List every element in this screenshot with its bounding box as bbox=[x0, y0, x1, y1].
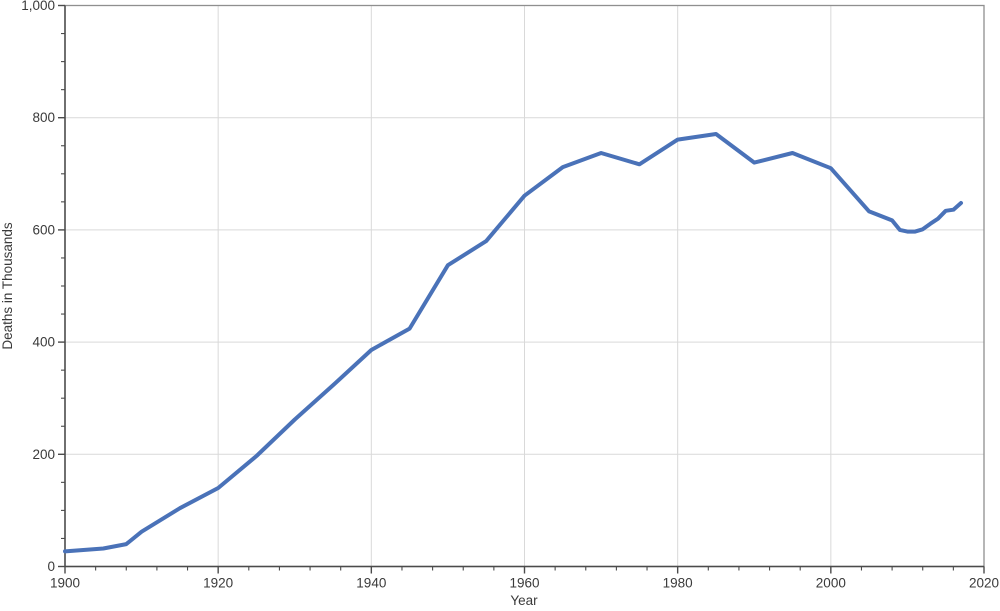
y-tick-label: 0 bbox=[47, 559, 55, 574]
y-tick-label: 1,000 bbox=[21, 0, 55, 13]
x-tick-label: 1920 bbox=[203, 576, 233, 591]
data-series bbox=[63, 132, 963, 554]
x-tick-label: 1980 bbox=[663, 576, 693, 591]
x-axis-title: Year bbox=[510, 593, 538, 608]
x-tick-label: 1900 bbox=[50, 576, 80, 591]
x-tick-label: 1940 bbox=[356, 576, 386, 591]
x-tick-label: 2020 bbox=[969, 576, 999, 591]
gridlines bbox=[65, 5, 984, 567]
x-tick-label: 1960 bbox=[509, 576, 539, 591]
series-line-deaths-in-thousands bbox=[63, 132, 963, 554]
y-tick-label: 200 bbox=[32, 447, 55, 462]
axis-ticks bbox=[58, 4, 985, 574]
y-tick-label: 600 bbox=[32, 222, 55, 237]
y-axis-title: Deaths in Thousands bbox=[0, 222, 15, 350]
x-tick-label: 2000 bbox=[816, 576, 846, 591]
y-tick-label: 400 bbox=[32, 335, 55, 350]
tick-labels: 1900 1920 1940 1960 1980 2000 2020 0 200 400 600 80… bbox=[21, 0, 999, 591]
y-tick-label: 800 bbox=[32, 110, 55, 125]
